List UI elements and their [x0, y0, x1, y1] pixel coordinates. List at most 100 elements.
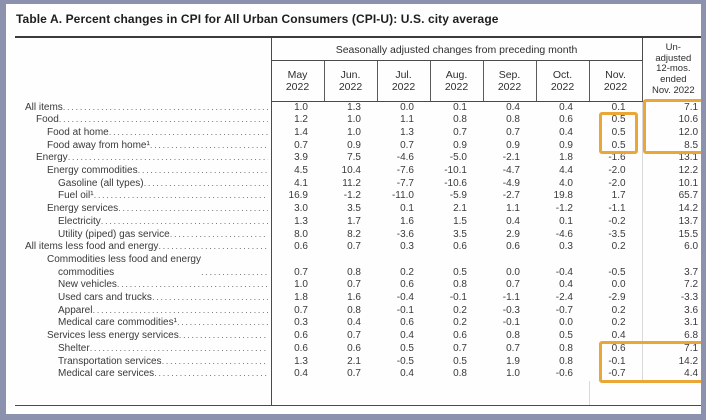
value-cell: 0.2	[589, 241, 643, 254]
table-row: Commodities less food and energy commodi…	[15, 253, 701, 280]
row-label: Food at home	[47, 126, 109, 138]
dot-leader	[179, 330, 268, 343]
month-column-header: Aug. 2022	[430, 60, 484, 102]
value-cell: -4.9	[502, 177, 520, 189]
value-cell: -1.1	[589, 203, 643, 216]
value-cell: 1.0	[506, 368, 520, 380]
dot-leader	[118, 203, 267, 216]
value-cell: -2.7	[502, 190, 520, 202]
value-cell: 16.9	[288, 190, 308, 202]
value-cell: -7.6	[396, 165, 414, 177]
value-cell: -3.6	[396, 228, 414, 240]
value-cell: 0.7	[294, 304, 308, 316]
value-cell: 0.6	[400, 317, 414, 329]
value-cell: 0.7	[506, 342, 520, 354]
value-cell: 0.4	[559, 126, 573, 138]
value-cell: 10.6	[678, 114, 699, 126]
value-cell: 0.2	[589, 304, 643, 318]
value-cell: 0.7	[294, 139, 308, 151]
value-cell: 0.4	[506, 101, 520, 113]
month-column-header: Jul. 2022	[377, 60, 431, 102]
row-label: Utility (piped) gas service	[58, 228, 170, 240]
spacer-cell	[15, 380, 272, 407]
value-cell: 0.1	[400, 203, 414, 215]
table-row: Food away from home¹ 0.7 0.9 0.7 0.9 0.9 0.9 0.…	[15, 139, 701, 153]
row-label-cell: All items less food and energy	[15, 241, 272, 254]
value-cell: 65.7	[678, 190, 699, 202]
row-label: Energy	[36, 152, 68, 164]
value-cell: -1.2	[343, 190, 361, 202]
value-cell: 0.6	[453, 241, 467, 253]
value-cell: 12.2	[678, 165, 699, 177]
value-cell: -1.2	[555, 203, 573, 215]
table-row: New vehicles 1.0 0.7 0.6 0.8 0.7 0.4 0.0 7.2	[15, 279, 701, 293]
value-cell: 1.0	[294, 279, 308, 291]
value-cell: 0.5	[589, 139, 643, 153]
value-cell: 0.0	[559, 317, 573, 329]
cpi-table: Seasonally adjusted changes from precedi…	[15, 36, 701, 407]
value-cell: 0.5	[400, 342, 414, 354]
month-column-header: Nov. 2022	[589, 60, 643, 102]
row-label-cell: Medical care services	[15, 368, 272, 381]
value-cell: -0.1	[396, 304, 414, 316]
table-row: Energy commodities 4.5 10.4 -7.6 -10.1 -4.7 4.…	[15, 165, 701, 178]
value-cell: 0.4	[294, 368, 308, 380]
table-row: All items less food and energy 0.6 0.7 0.3 0…	[15, 241, 701, 254]
dot-leader	[109, 127, 268, 140]
value-cell: -4.6	[555, 228, 573, 240]
table-row: Food at home 1.4 1.0 1.3 0.7 0.7 0.4 0.5 12.0	[15, 126, 701, 140]
value-cell: -0.7	[555, 304, 573, 316]
dot-leader	[90, 343, 268, 356]
value-cell: 0.7	[294, 266, 308, 278]
value-cell: 0.9	[559, 139, 573, 151]
table-row: Apparel 0.7 0.8 -0.1 0.2 -0.3 -0.7 0.2 3.6	[15, 304, 701, 318]
value-cell: 0.5	[559, 330, 573, 342]
value-cell: 0.9	[506, 139, 520, 151]
row-label-cell: Fuel oil¹	[15, 190, 272, 204]
dot-leader	[68, 152, 268, 165]
value-cell: 0.6	[294, 241, 308, 253]
value-cell: 0.0	[400, 101, 414, 113]
value-cell: 1.2	[294, 114, 308, 126]
row-label: Medical care services	[58, 368, 155, 380]
value-cell: 2.1	[453, 203, 467, 215]
dot-leader	[92, 305, 267, 318]
row-label: Food away from home¹	[47, 139, 150, 151]
month-column-header: Jun. 2022	[324, 60, 378, 102]
table-row: Services less energy services 0.6 0.7 0.4 0.…	[15, 330, 701, 343]
value-cell: 3.9	[294, 152, 308, 164]
row-label: Apparel	[58, 304, 93, 316]
value-cell: 4.0	[559, 177, 573, 189]
table-row: Electricity 1.3 1.7 1.6 1.5 0.4 0.1 -0.2 13.7	[15, 215, 701, 229]
value-cell: 3.7	[684, 266, 699, 278]
value-cell: 0.7	[400, 139, 414, 151]
dot-leader	[117, 279, 268, 292]
value-cell: -0.7	[589, 368, 643, 381]
value-cell: 0.9	[347, 139, 361, 151]
spacer-cell	[430, 380, 483, 407]
value-cell: 8.0	[294, 228, 308, 240]
dot-leader	[162, 356, 268, 369]
row-label-cell: Transportation services	[15, 355, 272, 369]
value-cell: -3.3	[680, 292, 699, 304]
table-row: Food 1.2 1.0 1.1 0.8 0.8 0.6 0.5 10.6	[15, 114, 701, 127]
value-cell: -0.4	[396, 292, 414, 304]
value-cell: 0.6	[400, 279, 414, 291]
value-cell: 1.0	[347, 126, 361, 138]
row-label-cell: Food away from home¹	[15, 139, 272, 153]
value-cell: 0.2	[400, 266, 414, 278]
value-cell: 7.5	[347, 152, 361, 164]
value-cell: 3.5	[453, 228, 467, 240]
table-row: Gasoline (all types) 4.1 11.2 -7.7 -10.6 -4.9…	[15, 177, 701, 191]
value-cell: -2.1	[502, 152, 520, 164]
value-cell: 14.2	[678, 355, 699, 367]
value-cell: 4.4	[684, 368, 699, 380]
spacer-cell	[324, 380, 377, 407]
value-cell: 2.1	[347, 355, 361, 367]
value-cell: 0.6	[347, 342, 361, 354]
value-cell: -1.6	[589, 152, 643, 166]
value-cell: 0.7	[347, 279, 361, 291]
dot-leader	[138, 165, 268, 178]
value-cell: 0.1	[453, 101, 467, 113]
value-cell: -2.0	[589, 177, 643, 191]
